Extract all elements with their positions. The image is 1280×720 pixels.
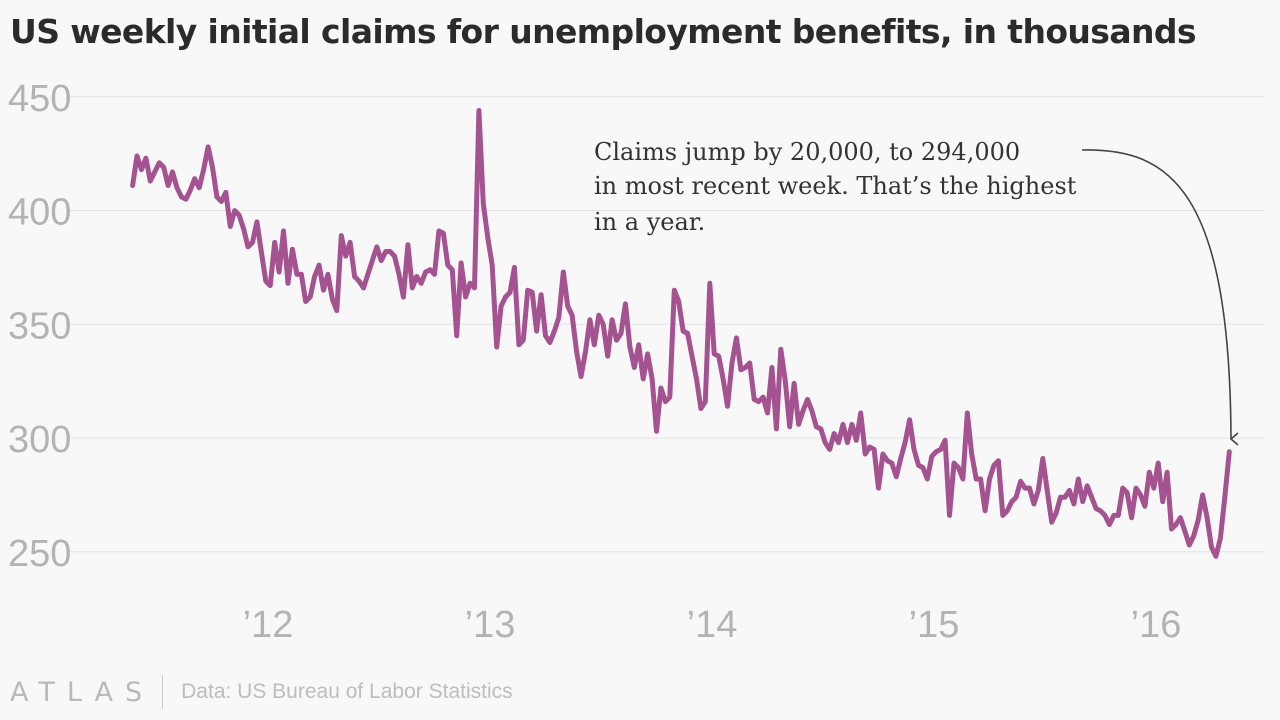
line-chart: 250 300 350 400 450 ’12 ’13 ’14 ’15 ’16 Claims j… xyxy=(8,78,1265,646)
atlas-logo: ATLAS xyxy=(10,676,155,708)
y-tick-label: 300 xyxy=(8,419,71,461)
y-tick-label: 250 xyxy=(8,533,71,575)
y-tick-label: 350 xyxy=(8,305,71,347)
y-tick-label: 400 xyxy=(8,192,71,234)
x-tick-label: ’13 xyxy=(465,604,516,646)
x-axis-ticks: ’12 ’13 ’14 ’15 ’16 xyxy=(243,604,1182,646)
y-tick-label: 450 xyxy=(8,78,71,120)
annotation-line-1: Claims jump by 20,000, to 294,000 xyxy=(594,138,1020,166)
grid-lines xyxy=(70,96,1265,553)
x-tick-label: ’15 xyxy=(909,604,960,646)
footer-divider xyxy=(162,675,164,709)
annotation-arrow xyxy=(1081,149,1239,446)
annotation-line-3: in a year. xyxy=(594,208,705,236)
x-tick-label: ’12 xyxy=(243,604,294,646)
annotation-line-2: in most recent week. That’s the highest xyxy=(594,172,1077,200)
annotation-text: Claims jump by 20,000, to 294,000 in mos… xyxy=(594,138,1084,236)
x-tick-label: ’16 xyxy=(1131,604,1182,646)
x-tick-label: ’14 xyxy=(687,604,738,646)
y-axis-ticks: 250 300 350 400 450 xyxy=(8,78,71,575)
source-note: Data: US Bureau of Labor Statistics xyxy=(181,680,513,703)
series-line-claims xyxy=(130,108,1232,559)
footer: ATLAS Data: US Bureau of Labor Statistic… xyxy=(10,672,513,712)
chart-title: US weekly initial claims for unemploymen… xyxy=(10,12,1197,51)
